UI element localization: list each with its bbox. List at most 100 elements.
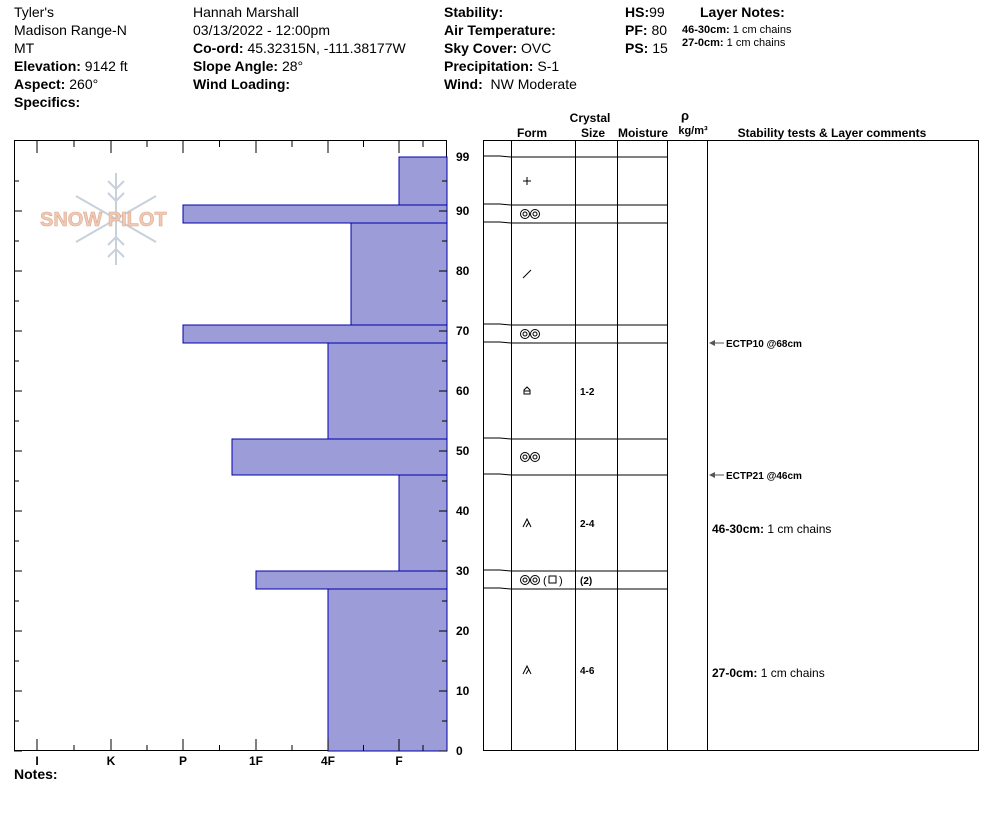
ps-value: PS: 15 bbox=[625, 40, 668, 56]
snow-depth-block: HS:99 PF: 80 PS: 15 bbox=[625, 3, 668, 57]
y-tick-label: 0 bbox=[456, 744, 463, 758]
location-line-1: Tyler's bbox=[14, 4, 55, 20]
x-tick-label: P bbox=[179, 754, 187, 768]
ring-icon bbox=[522, 454, 528, 460]
test-arrow-icon bbox=[709, 472, 715, 478]
ring-icon bbox=[530, 452, 540, 462]
ring-icon bbox=[530, 329, 540, 339]
decomposing-icon bbox=[522, 269, 532, 279]
stability: Stability: bbox=[444, 4, 504, 20]
layer-connector bbox=[499, 587, 512, 590]
observation-datetime: 03/13/2022 - 12:00pm bbox=[193, 22, 330, 38]
density-unit-header: kg/m³ bbox=[678, 125, 708, 137]
layer-connector bbox=[499, 569, 512, 572]
x-tick-label: K bbox=[107, 754, 116, 768]
crystal-size: 2-4 bbox=[580, 519, 595, 530]
layer-connector bbox=[499, 323, 512, 326]
observation-block: Hannah Marshall 03/13/2022 - 12:00pm Co-… bbox=[193, 3, 406, 93]
faceted-icon bbox=[548, 575, 557, 584]
layer-note-2: 27-0cm: 1 cm chains bbox=[682, 37, 786, 49]
y-tick-label: 70 bbox=[456, 324, 470, 338]
moisture-header: Moisture bbox=[618, 126, 668, 140]
precipitation: Precipitation: S-1 bbox=[444, 58, 560, 74]
x-tick-label: 1F bbox=[249, 754, 263, 768]
hardness-bar-3 bbox=[350, 222, 448, 326]
ring-icon bbox=[532, 454, 538, 460]
rho-header: ρ bbox=[681, 108, 689, 123]
depth-hoar-icon bbox=[522, 517, 532, 528]
wind-loading: Wind Loading: bbox=[193, 76, 291, 92]
ring-icon bbox=[520, 329, 530, 339]
ring-icon bbox=[522, 211, 528, 217]
x-tick-label: I bbox=[35, 754, 38, 768]
crystal-size: 1-2 bbox=[580, 387, 595, 398]
wind: Wind: NW Moderate bbox=[444, 76, 577, 92]
location-block: Tyler's Madison Range-N MT Elevation: 91… bbox=[14, 3, 128, 111]
y-tick-label: 20 bbox=[456, 624, 470, 638]
crystal-size: (2) bbox=[580, 576, 592, 587]
specifics: Specifics: bbox=[14, 94, 81, 110]
sky-cover: Sky Cover: OVC bbox=[444, 40, 552, 56]
layer-note-1: 46-30cm: 1 cm chains bbox=[682, 24, 792, 36]
ring-icon bbox=[532, 331, 538, 337]
stability-test-label: ECTP10 @68cm bbox=[726, 339, 802, 350]
ring-icon bbox=[520, 209, 530, 219]
crystal-size: 4-6 bbox=[580, 666, 595, 677]
ring-icon bbox=[522, 577, 528, 583]
ring-icon bbox=[520, 575, 530, 585]
hardness-bar-7 bbox=[398, 474, 448, 572]
size-header: Size bbox=[581, 126, 605, 140]
observer-name: Hannah Marshall bbox=[193, 4, 299, 20]
ring-icon bbox=[520, 452, 530, 462]
form-header: Form bbox=[517, 126, 547, 140]
stability-tests: ECTP10 @68cm ECTP21 @46cm 46-30cm: 1 cm ch… bbox=[709, 339, 831, 680]
y-tick-label: 80 bbox=[456, 264, 470, 278]
y-tick-label: 99 bbox=[456, 150, 470, 164]
coordinates: Co-ord: 45.32315N, -111.38177W bbox=[193, 40, 406, 56]
ring-icon bbox=[532, 577, 538, 583]
elevation: Elevation: 9142 ft bbox=[14, 58, 128, 74]
y-tick-label: 40 bbox=[456, 504, 470, 518]
pf-value: PF: 80 bbox=[625, 22, 668, 38]
crystal-header: Crystal bbox=[570, 111, 611, 125]
hardness-axis: I K P 1F 4F F bbox=[35, 141, 424, 768]
comments-header: Stability tests & Layer comments bbox=[738, 126, 927, 140]
weather-block: Stability: Air Temperature: Sky Cover: O… bbox=[444, 3, 577, 93]
layer-notes-title: Layer Notes: bbox=[700, 4, 785, 20]
depth-hoar-icon bbox=[522, 664, 532, 675]
ring-icon bbox=[532, 211, 538, 217]
logo-text: SNOW PILOT bbox=[40, 209, 167, 231]
hardness-bar-9 bbox=[327, 588, 448, 752]
layer-connector bbox=[499, 155, 512, 158]
layer-connector bbox=[499, 473, 512, 476]
faceted-rounded-icon bbox=[523, 386, 531, 395]
slope-angle: Slope Angle: 28° bbox=[193, 58, 304, 74]
air-temperature: Air Temperature: bbox=[444, 22, 556, 38]
snowpilot-logo bbox=[75, 173, 157, 265]
hs-value: HS:99 bbox=[625, 4, 665, 20]
y-tick-label: 90 bbox=[456, 204, 470, 218]
y-tick-label: 50 bbox=[456, 444, 470, 458]
ring-icon bbox=[530, 575, 540, 585]
hardness-bar-4 bbox=[182, 324, 448, 344]
location-line-2: Madison Range-N bbox=[14, 22, 127, 38]
layer-comment: 46-30cm: 1 cm chains bbox=[712, 522, 831, 536]
aspect: Aspect: 260° bbox=[14, 76, 99, 92]
layer-connector bbox=[499, 437, 512, 440]
x-tick-label: 4F bbox=[321, 754, 335, 768]
layer-rows: 1-2 2-4 () (2) 4-6 bbox=[483, 155, 667, 677]
layer-connector bbox=[499, 203, 512, 206]
notes: Notes: bbox=[14, 766, 58, 782]
new-snow-icon bbox=[523, 177, 531, 185]
ring-icon bbox=[530, 209, 540, 219]
hardness-bar-2 bbox=[182, 204, 448, 224]
paren-close: ) bbox=[559, 575, 563, 587]
layer-table-frame bbox=[483, 140, 979, 751]
hardness-bars bbox=[182, 156, 448, 752]
depth-axis: 0 10 20 30 40 50 60 70 80 90 99 bbox=[14, 150, 470, 758]
location-line-3: MT bbox=[14, 40, 35, 56]
layer-connector bbox=[499, 221, 512, 224]
paren-open: ( bbox=[543, 575, 547, 587]
stability-test-label: ECTP21 @46cm bbox=[726, 471, 802, 482]
